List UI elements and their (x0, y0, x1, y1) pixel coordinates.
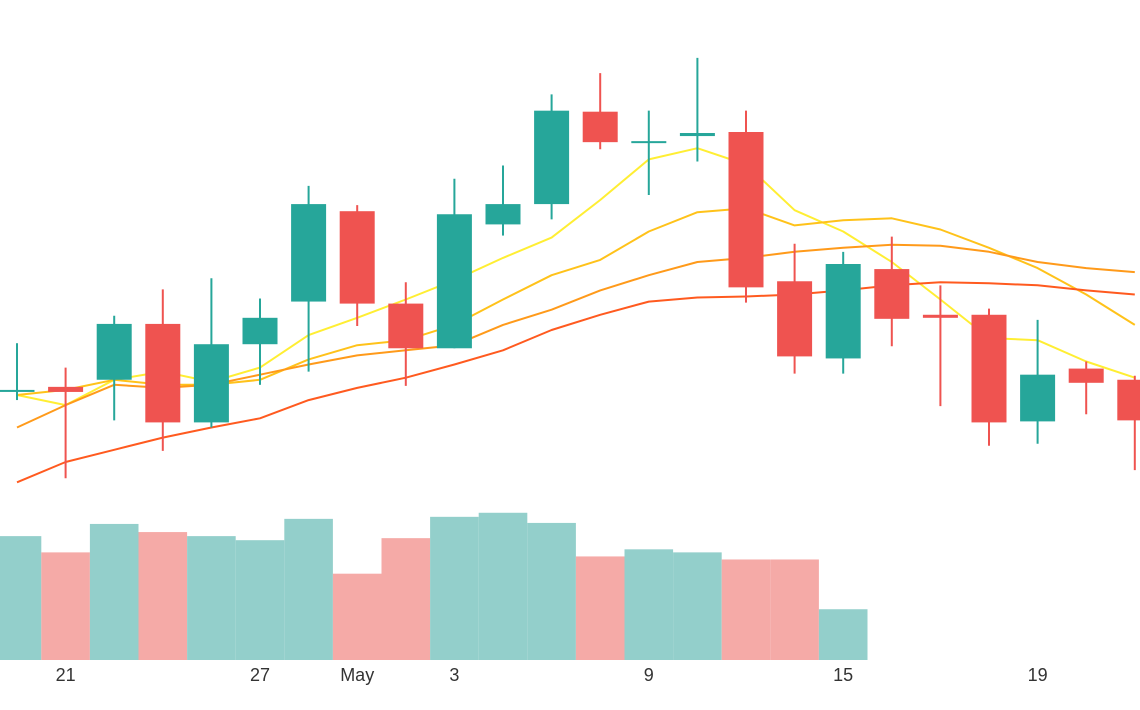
moving-average-line (16, 207, 1136, 396)
candle-body (388, 303, 424, 349)
candle-body (291, 204, 327, 302)
volume-bar (332, 573, 382, 660)
candle-body (1020, 374, 1056, 422)
volume-bar (430, 516, 479, 660)
candle-body (679, 133, 715, 137)
volume-bar (721, 559, 771, 660)
candle-body (242, 317, 278, 345)
volume-bar (284, 518, 333, 660)
x-tick-label: 21 (56, 665, 76, 685)
x-tick-label: 19 (1028, 665, 1048, 685)
volume-bar (138, 532, 188, 660)
labels-layer: 21 27 May 3 9 15 19 (56, 665, 1048, 685)
moving-average-line (16, 281, 1135, 484)
volume-bar (624, 549, 674, 660)
candle-body (534, 110, 570, 205)
volume-bar (818, 609, 868, 660)
candle-body (193, 344, 229, 423)
candle-body (777, 281, 813, 357)
volume-bar (527, 522, 576, 660)
candle-body (48, 386, 84, 392)
x-tick-label: 3 (449, 665, 459, 685)
x-tick-label: 27 (250, 665, 270, 685)
candle-body (145, 323, 181, 423)
volume-layer (0, 512, 868, 660)
ma-layer (16, 147, 1136, 484)
volume-bar (381, 538, 431, 660)
candle-body (582, 111, 618, 143)
candle-body (436, 214, 472, 349)
candle-body (1117, 379, 1140, 421)
candle-body (1068, 368, 1104, 383)
volume-bar (770, 559, 819, 660)
x-tick-label: 15 (833, 665, 853, 685)
candle-body (96, 323, 132, 380)
volume-bar (673, 552, 722, 660)
volume-bar (478, 512, 528, 660)
x-tick-label: 9 (644, 665, 654, 685)
volume-bar (235, 540, 285, 660)
candle-body (0, 389, 35, 392)
candle-body (971, 314, 1007, 423)
volume-bar (575, 556, 625, 660)
moving-average-line (16, 243, 1135, 429)
candle-body (825, 264, 861, 359)
candle-body (485, 204, 521, 225)
volume-bar (89, 523, 139, 660)
candle-body (339, 211, 375, 304)
x-tick-label: May (340, 665, 374, 685)
candle-body (631, 141, 667, 144)
candle-body (728, 132, 764, 288)
volume-bar (187, 536, 236, 660)
candles-layer (0, 57, 1140, 479)
moving-average-line (16, 147, 1136, 407)
candle-body (874, 269, 910, 319)
candle-body (922, 314, 958, 318)
volume-bar (41, 552, 90, 660)
volume-bar (0, 536, 42, 660)
